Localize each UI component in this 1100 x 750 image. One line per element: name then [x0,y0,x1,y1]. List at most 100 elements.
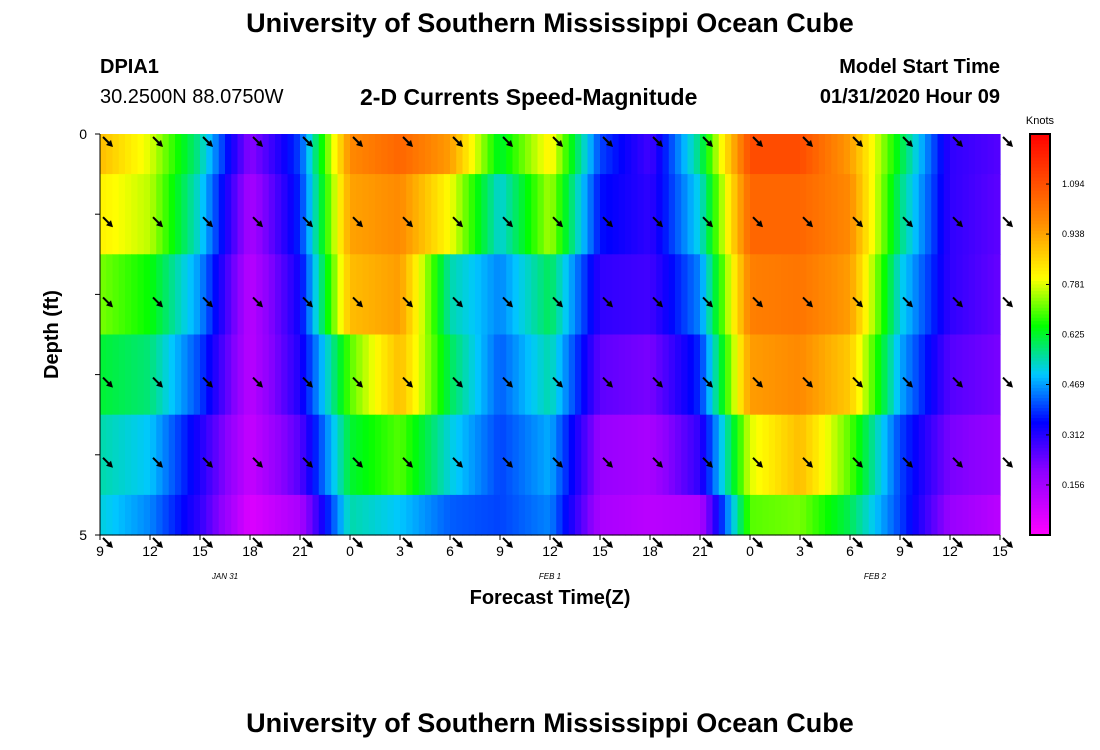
heatmap-cell [793,414,801,496]
heatmap-cell [775,414,782,496]
heatmap-cell [125,254,132,336]
current-arrow-head [306,460,313,468]
heatmap-cell [912,414,920,496]
heatmap-cell [300,414,307,496]
heatmap-cell [350,134,357,175]
heatmap-cell [287,134,295,175]
heatmap-cell [343,414,351,496]
heatmap-cell [100,134,107,175]
heatmap-cell [356,414,364,496]
heatmap-cell [725,254,732,336]
heatmap-cell [625,334,632,416]
heatmap-cell [500,334,507,416]
heatmap-cell [168,254,176,336]
colorbar-segment [1030,491,1050,496]
heatmap-cell [337,254,345,336]
heatmap-cell [337,414,345,496]
heatmap-cell [493,254,501,336]
heatmap-cell [937,494,945,536]
heatmap-cell [293,254,301,336]
heatmap-cell [737,334,745,416]
colorbar-segment [1030,461,1050,466]
heatmap-cell [637,334,645,416]
heatmap-cell [512,254,520,336]
current-arrow-head [706,460,713,468]
heatmap-cell [650,174,657,255]
current-arrow-head [606,380,613,388]
heatmap-cell [112,414,120,496]
heatmap-cell [843,134,851,175]
heatmap-cell [993,494,1001,536]
heatmap-cell [550,334,557,416]
heatmap-cell [362,494,370,536]
heatmap-cell [937,134,945,175]
heatmap-cell [581,414,589,496]
heatmap-cell [112,494,120,536]
heatmap-cell [712,494,720,536]
heatmap-cell [843,254,851,336]
model-start-label: Model Start Time [839,56,1000,78]
heatmap-cell [593,334,601,416]
current-arrow-head [406,380,413,388]
heatmap-cell [481,254,489,336]
x-tick-label: 18 [242,543,258,559]
heatmap-cell [743,414,751,496]
heatmap-cell [768,334,776,416]
heatmap-cell [712,334,720,416]
heatmap-cell [887,134,895,175]
heatmap-cell [200,174,207,255]
current-arrow-head [906,380,913,388]
heatmap-cell [818,494,826,536]
heatmap-cell [618,134,626,175]
heatmap-cell [137,174,145,255]
heatmap-cell [868,494,876,536]
heatmap-cell [356,494,364,536]
heatmap-cell [475,494,482,536]
heatmap-cell [587,414,595,496]
heatmap-cell [518,334,526,416]
heatmap-cell [550,174,557,255]
heatmap-cell [731,414,739,496]
heatmap-cell [143,134,151,175]
current-arrow-head [106,380,113,388]
heatmap-cell [368,414,376,496]
colorbar-segment [1030,281,1050,285]
heatmap-cell [825,254,832,336]
current-arrow-head [706,541,713,548]
colorbar-segment [1030,174,1050,179]
colorbar-segment [1030,444,1050,449]
colorbar-segment [1030,337,1050,342]
heatmap-cell [662,334,670,416]
heatmap-cell [575,254,582,336]
heatmap-cell [168,414,176,496]
heatmap-cell [656,334,664,416]
heatmap-cell [781,334,789,416]
heatmap-cell [531,334,539,416]
heatmap-cell [931,494,939,536]
colorbar-segment [1030,240,1050,245]
heatmap-cell [293,174,301,255]
heatmap-cell [462,414,470,496]
heatmap-cell [468,254,476,336]
heatmap-cell [400,174,407,255]
heatmap-cell [556,334,564,416]
heatmap-cell [156,134,164,175]
heatmap-cell [881,334,889,416]
heatmap-cell [687,174,695,255]
heatmap-cell [231,254,239,336]
heatmap-cell [756,174,764,255]
heatmap-cell [618,254,626,336]
heatmap-cell [881,174,889,255]
heatmap-cell [237,254,245,336]
current-arrow-head [856,541,863,548]
heatmap-cell [950,414,957,496]
heatmap-cell [381,134,389,175]
current-arrow-head [256,220,263,228]
heatmap-cell [612,494,620,536]
heatmap-cell [800,494,807,536]
heatmap-cell [450,134,457,175]
footer-title: University of Southern Mississippi Ocean… [246,708,854,738]
heatmap-cell [993,334,1001,416]
heatmap-cell [668,174,676,255]
heatmap-cell [393,414,401,496]
